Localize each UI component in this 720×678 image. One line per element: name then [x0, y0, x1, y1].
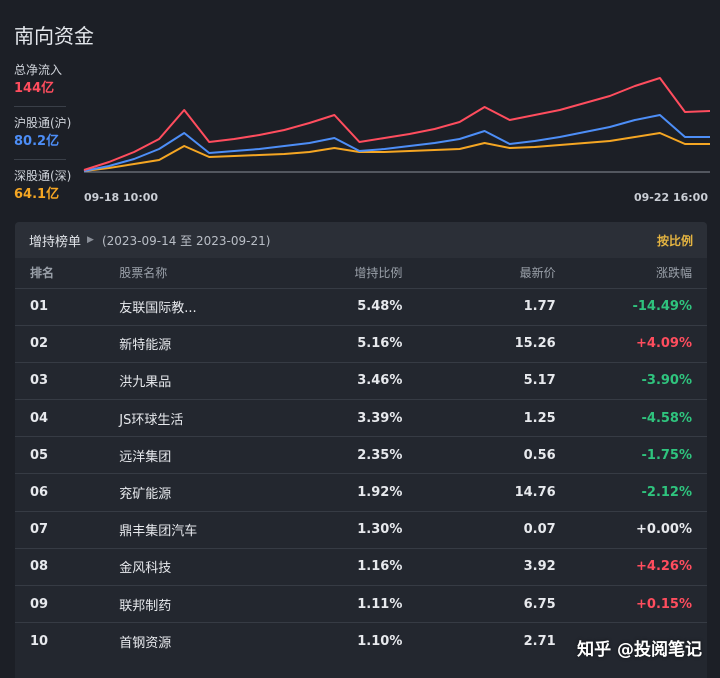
- series-line-sz: [83, 132, 710, 172]
- ranking-table: 排名 股票名称 增持比例 最新价 涨跌幅 01 友联国际教... 5.48% 1.77…: [15, 258, 707, 660]
- row-increase-ratio: 2.35%: [357, 447, 403, 463]
- x-axis-start-label: 09-18 10:00: [84, 191, 159, 204]
- row-stock-name: 金风科技: [119, 561, 172, 577]
- row-stock-name: 鼎丰集团汽车: [119, 524, 198, 540]
- row-stock-name: 首钢资源: [119, 636, 172, 652]
- legend-divider: [14, 159, 66, 160]
- row-increase-ratio: 1.11%: [357, 596, 403, 612]
- row-latest-price: 1.77: [523, 299, 556, 315]
- panel-title: 增持榜单: [29, 234, 82, 250]
- table-row[interactable]: 04 JS环球生活 3.39% 1.25 -4.58%: [15, 399, 707, 437]
- watermark: 知乎 @投阅笔记: [577, 640, 702, 660]
- row-change-pct: +4.26%: [636, 559, 692, 575]
- row-rank: 10: [30, 634, 49, 650]
- table-row[interactable]: 05 远洋集团 2.35% 0.56 -1.75%: [15, 436, 707, 474]
- row-rank: 06: [30, 485, 49, 501]
- header-ratio[interactable]: 增持比例: [354, 266, 403, 281]
- row-latest-price: 5.17: [523, 373, 556, 389]
- legend-total[interactable]: 总净流入 144亿: [14, 62, 76, 115]
- increase-ranking-panel: 增持榜单 ▶ (2023-09-14 至 2023-09-21) 按比例 排名 …: [15, 222, 707, 678]
- row-change-pct: -4.58%: [641, 410, 693, 426]
- row-increase-ratio: 1.10%: [357, 634, 403, 650]
- table-row[interactable]: 02 新特能源 5.16% 15.26 +4.09%: [15, 325, 707, 362]
- row-stock-name: 友联国际教...: [119, 301, 197, 317]
- row-rank: 05: [30, 447, 49, 463]
- x-axis-end-label: 09-22 16:00: [633, 191, 708, 204]
- row-increase-ratio: 1.30%: [357, 522, 403, 538]
- row-rank: 04: [30, 410, 49, 426]
- row-rank: 01: [30, 299, 49, 315]
- row-stock-name: 远洋集团: [119, 449, 172, 465]
- row-latest-price: 6.75: [523, 596, 556, 612]
- flow-chart[interactable]: [80, 66, 711, 180]
- header-name: 股票名称: [119, 266, 168, 281]
- row-increase-ratio: 3.46%: [357, 373, 403, 389]
- table-row[interactable]: 09 联邦制药 1.11% 6.75 +0.15%: [15, 585, 707, 623]
- row-increase-ratio: 1.92%: [357, 485, 403, 501]
- header-change[interactable]: 涨跌幅: [655, 266, 692, 281]
- date-range: (2023-09-14 至 2023-09-21): [101, 233, 271, 248]
- flow-chart-svg: [83, 77, 711, 173]
- row-increase-ratio: 3.39%: [357, 410, 403, 426]
- row-latest-price: 2.71: [523, 634, 556, 650]
- row-latest-price: 1.25: [523, 410, 556, 426]
- row-latest-price: 0.56: [523, 447, 556, 463]
- row-change-pct: -14.49%: [632, 299, 692, 315]
- legend-total-value: 144亿: [14, 81, 55, 96]
- row-increase-ratio: 5.16%: [357, 336, 403, 352]
- row-stock-name: JS环球生活: [119, 412, 184, 428]
- legend-sh[interactable]: 沪股通(沪) 80.2亿: [14, 115, 76, 168]
- legend-sz-value: 64.1亿: [14, 187, 60, 202]
- legend-sh-label: 沪股通(沪): [14, 116, 72, 130]
- row-change-pct: +4.09%: [636, 336, 692, 352]
- sort-by-ratio-button[interactable]: 按比例: [656, 233, 693, 248]
- series-line-total: [83, 77, 711, 171]
- row-latest-price: 15.26: [514, 336, 556, 352]
- header-price[interactable]: 最新价: [519, 266, 556, 281]
- legend-sz-label: 深股通(深): [14, 169, 72, 183]
- row-latest-price: 14.76: [514, 485, 556, 501]
- page-title: 南向资金: [14, 24, 94, 48]
- table-row[interactable]: 08 金风科技 1.16% 3.92 +4.26%: [15, 548, 707, 585]
- table-row[interactable]: 03 洪九果品 3.46% 5.17 -3.90%: [15, 362, 707, 399]
- legend-sh-value: 80.2亿: [14, 134, 60, 149]
- row-latest-price: 0.07: [523, 522, 556, 538]
- row-change-pct: -1.75%: [641, 447, 693, 463]
- row-increase-ratio: 5.48%: [357, 299, 403, 315]
- legend-divider: [14, 106, 66, 107]
- row-change-pct: -2.12%: [641, 485, 693, 501]
- row-stock-name: 兖矿能源: [119, 487, 172, 503]
- legend-sz[interactable]: 深股通(深) 64.1亿: [14, 168, 76, 221]
- triangle-right-icon[interactable]: ▶: [87, 235, 94, 245]
- legend-total-label: 总净流入: [14, 63, 63, 77]
- row-latest-price: 3.92: [523, 559, 556, 575]
- table-header-row: 排名 股票名称 增持比例 最新价 涨跌幅: [15, 258, 707, 288]
- table-row[interactable]: 07 鼎丰集团汽车 1.30% 0.07 +0.00%: [15, 511, 707, 548]
- row-change-pct: -3.90%: [641, 373, 693, 389]
- row-rank: 09: [30, 596, 49, 612]
- panel-header: 增持榜单 ▶ (2023-09-14 至 2023-09-21) 按比例: [15, 222, 707, 258]
- chart-legend: 总净流入 144亿 沪股通(沪) 80.2亿 深股通(深) 64.1亿: [14, 62, 76, 221]
- row-rank: 08: [30, 559, 49, 575]
- row-change-pct: +0.00%: [636, 522, 692, 538]
- row-rank: 03: [30, 373, 49, 389]
- row-stock-name: 新特能源: [119, 338, 172, 354]
- row-stock-name: 联邦制药: [119, 598, 172, 614]
- table-row[interactable]: 10 首钢资源 1.10% 2.71: [15, 622, 707, 660]
- row-stock-name: 洪九果品: [119, 375, 172, 391]
- header-rank: 排名: [30, 266, 55, 281]
- row-increase-ratio: 1.16%: [357, 559, 403, 575]
- row-rank: 02: [30, 336, 49, 352]
- row-rank: 07: [30, 522, 49, 538]
- table-row[interactable]: 01 友联国际教... 5.48% 1.77 -14.49%: [15, 288, 707, 325]
- series-line-sh: [83, 114, 710, 172]
- table-row[interactable]: 06 兖矿能源 1.92% 14.76 -2.12%: [15, 473, 707, 511]
- row-change-pct: +0.15%: [636, 596, 692, 612]
